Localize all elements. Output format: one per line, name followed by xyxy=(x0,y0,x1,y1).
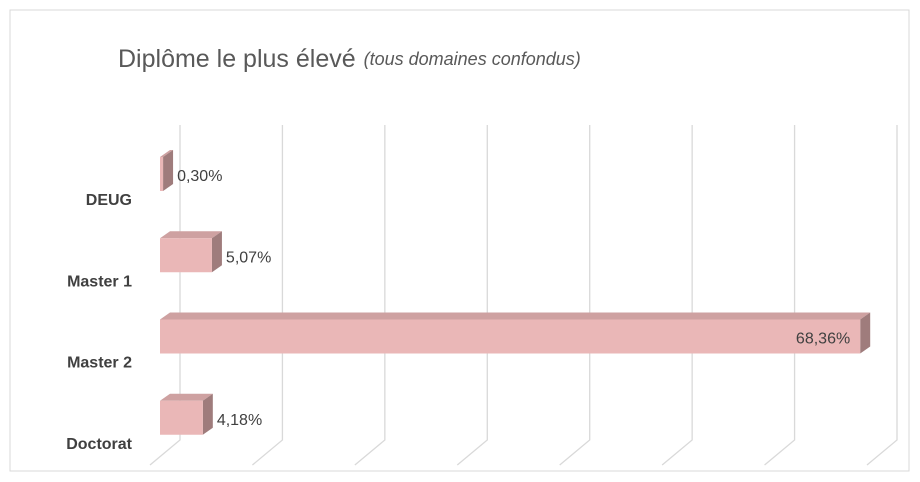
bar-top xyxy=(160,312,871,320)
grid-line xyxy=(456,125,488,466)
bar-side xyxy=(163,150,174,191)
grid-line xyxy=(764,125,796,466)
grid-line xyxy=(866,125,898,466)
title: Diplôme le plus élevé xyxy=(118,45,356,73)
bar-side xyxy=(860,312,871,354)
data-label: 68,36% xyxy=(796,331,850,348)
bar xyxy=(160,157,164,191)
data-label: 0,30% xyxy=(177,168,222,185)
chart-title: Diplôme le plus élevé (tous domaines conf… xyxy=(118,45,581,73)
category-label: Master 1 xyxy=(67,273,132,290)
category-label: Doctorat xyxy=(66,436,132,453)
bar-top xyxy=(160,393,213,401)
grid-line xyxy=(354,125,386,466)
bar xyxy=(160,238,212,273)
bar xyxy=(160,319,861,354)
subtitle: (tous domaines confondus) xyxy=(364,49,581,69)
grid-line xyxy=(559,125,591,466)
data-label: 4,18% xyxy=(217,412,262,429)
bar-side xyxy=(202,393,213,435)
chart-border xyxy=(9,9,910,472)
category-label: DEUG xyxy=(86,192,132,209)
bar xyxy=(160,400,203,435)
grid-line xyxy=(252,125,284,466)
grid-line xyxy=(149,125,181,466)
bar-top xyxy=(160,150,174,157)
grid-line xyxy=(661,125,693,466)
bar-side xyxy=(211,231,222,273)
bar-top xyxy=(160,231,222,239)
data-label: 5,07% xyxy=(226,249,271,266)
category-label: Master 2 xyxy=(67,355,132,372)
